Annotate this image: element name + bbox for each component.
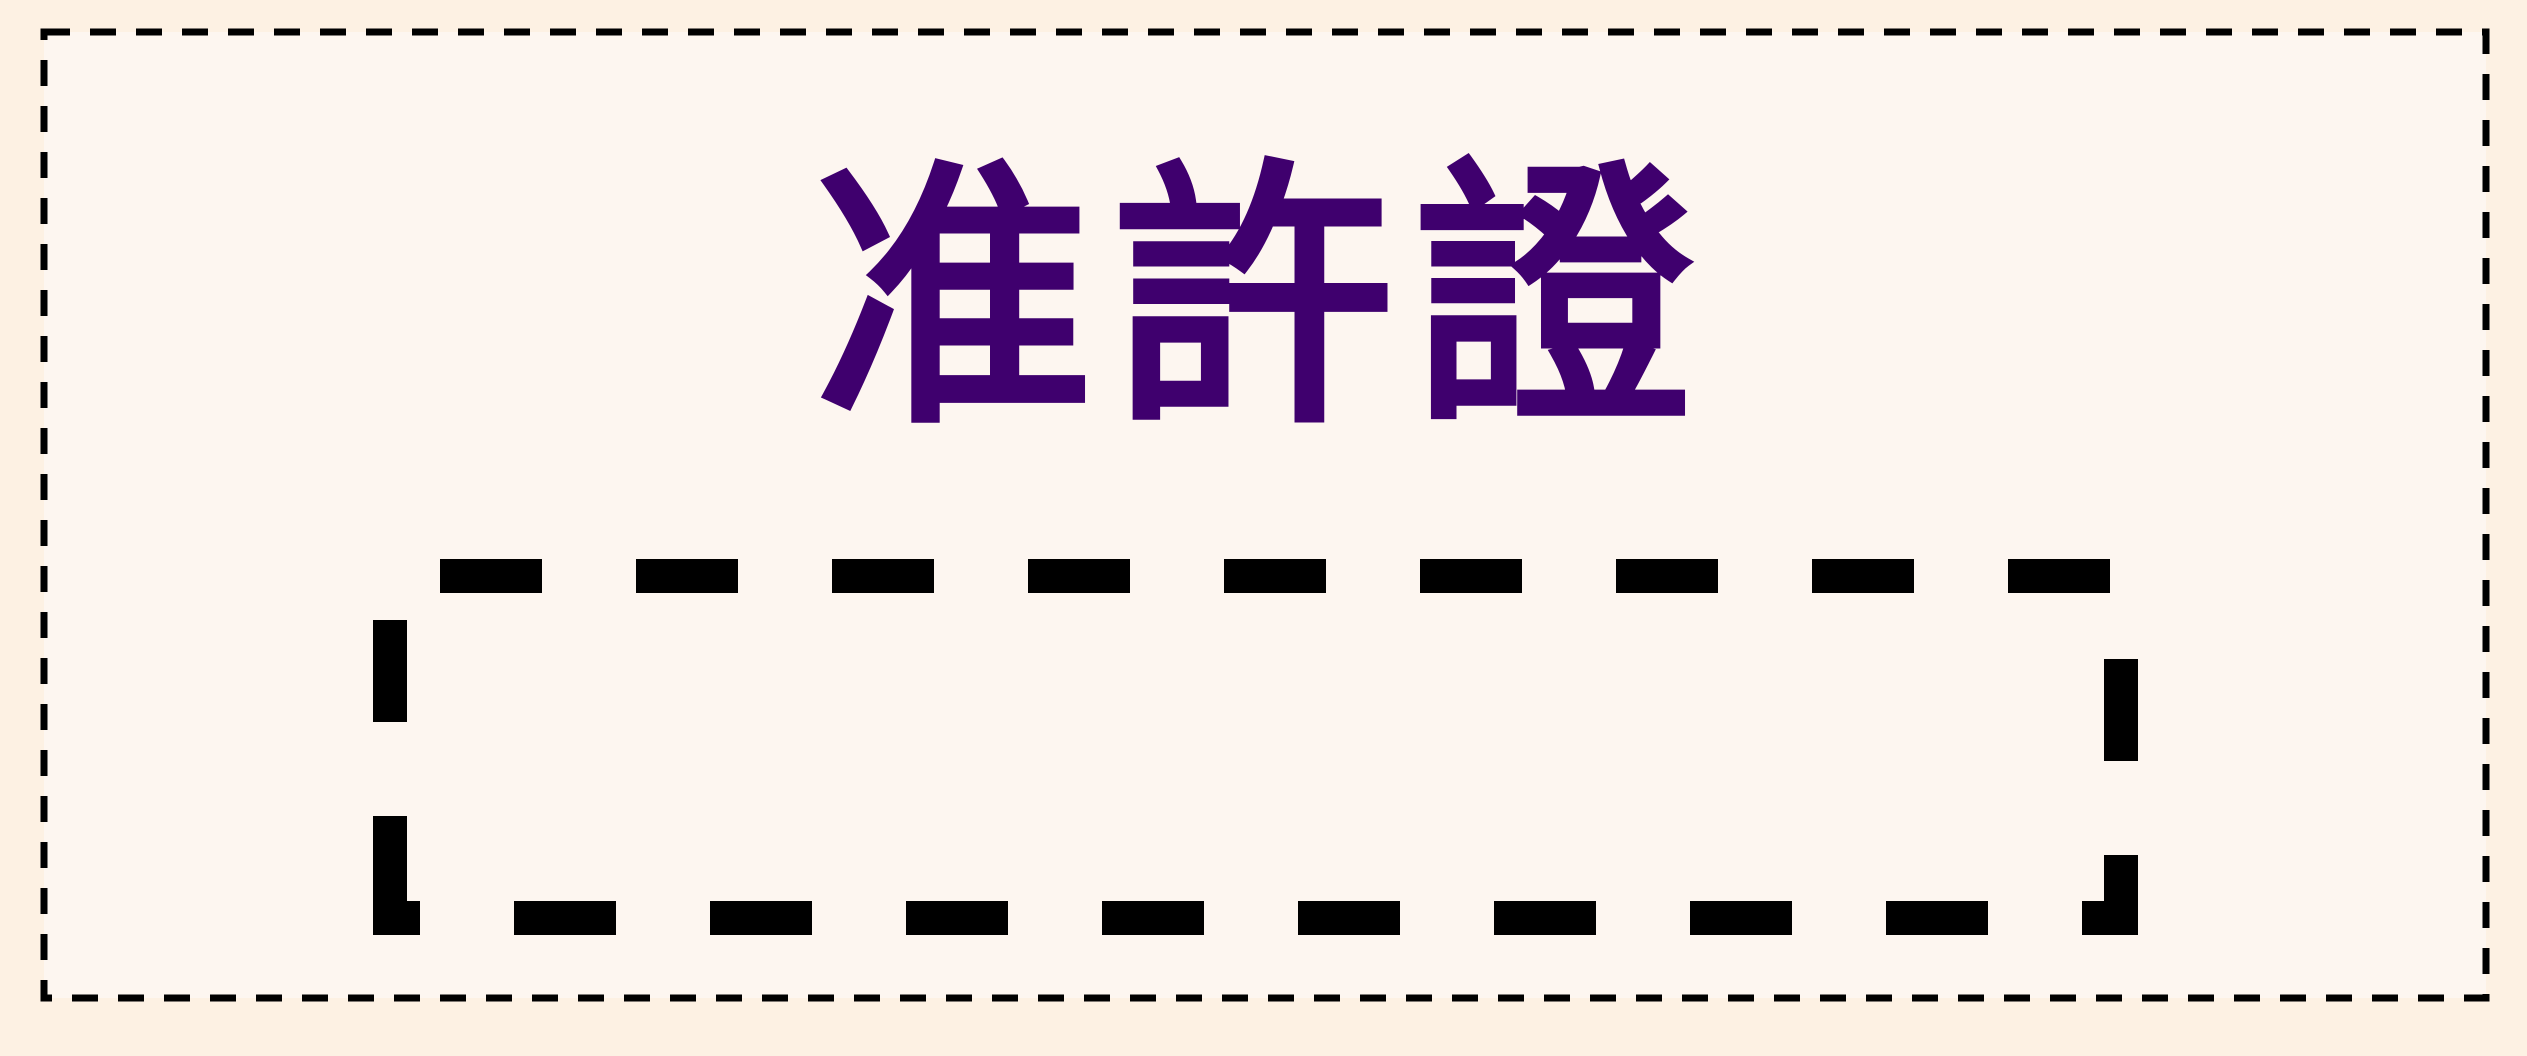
page-title: 准許證 [813,137,1714,463]
blank-entry-field[interactable] [390,580,2120,910]
